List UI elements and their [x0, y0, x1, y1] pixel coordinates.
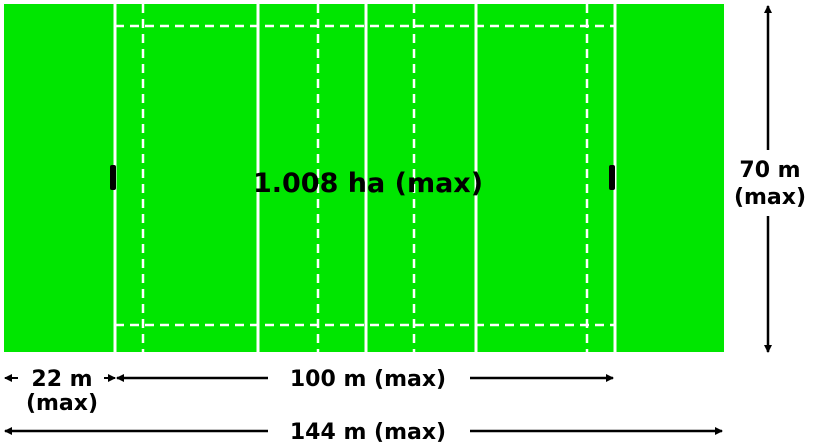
goal-post-left — [110, 165, 116, 190]
height-dimension: 70 m (max) — [734, 5, 806, 353]
pitch: 1.008 ha (max) — [4, 4, 724, 352]
in-goal-dimension: 22 m (max) — [4, 367, 116, 416]
in-goal-value: 22 m — [31, 367, 92, 392]
pitch-lines — [113, 4, 617, 352]
in-goal-qualifier: (max) — [26, 391, 98, 416]
field-of-play-label: 100 m (max) — [290, 367, 446, 392]
goal-post-right — [609, 165, 615, 190]
height-value: 70 m — [739, 158, 800, 183]
field-of-play-dimension: 100 m (max) — [116, 367, 614, 392]
total-length-label: 144 m (max) — [290, 420, 446, 443]
area-label: 1.008 ha (max) — [253, 168, 483, 199]
pitch-grass — [4, 4, 724, 352]
total-length-dimension: 144 m (max) — [4, 420, 723, 443]
pitch-dashed-lines — [115, 4, 615, 352]
height-qualifier: (max) — [734, 185, 806, 210]
